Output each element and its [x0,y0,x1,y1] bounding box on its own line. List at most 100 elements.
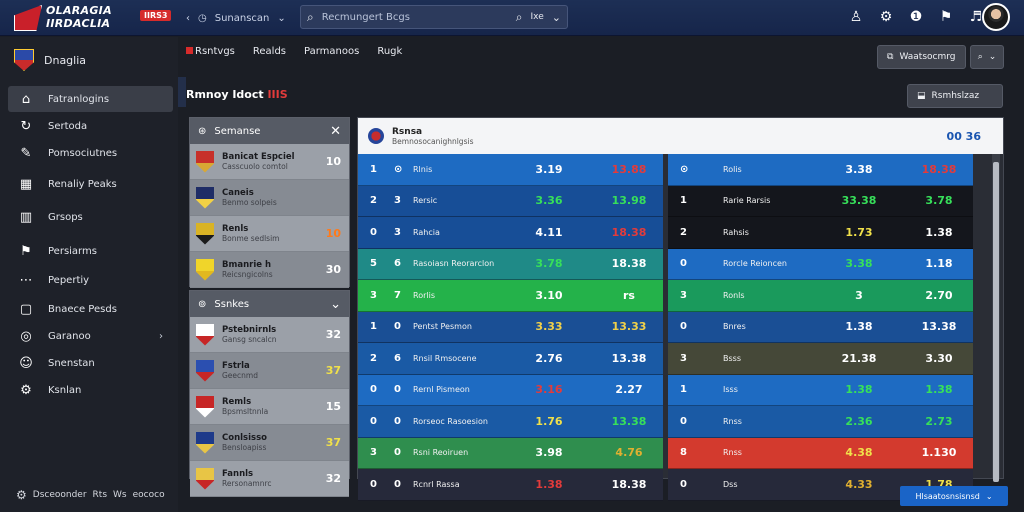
odds-v2[interactable]: 2.27 [615,383,643,397]
odds-v2[interactable]: 3.78 [925,194,953,208]
sidebar-item-1[interactable]: ↻ Sertoda [8,113,173,139]
odds-v2[interactable]: 13.38 [611,351,647,365]
odds-v1[interactable]: 4.38 [845,446,873,460]
settings-icon[interactable]: ⚙ [16,488,27,502]
close-icon[interactable]: ✕ [330,123,341,139]
search-filter-label[interactable]: Ixe [530,12,544,22]
section-button[interactable]: ⬓ Rsmhslzaz [907,84,1003,108]
odds-v2[interactable]: 13.98 [611,194,647,208]
sidebar-item-9[interactable]: ☺ Snenstan [8,350,173,376]
odds-row[interactable]: 0 Bnres 1.38 13.38 [668,311,973,343]
footer-action-button[interactable]: Hlsaatosnsisnsd ⌄ [900,486,1008,506]
odds-v1[interactable]: 1.73 [845,225,873,239]
odds-row[interactable]: 1 Isss 1.38 1.38 [668,374,973,406]
sidebar-item-10[interactable]: ⚙ Ksnlan [8,377,173,403]
odds-v2[interactable]: 13.38 [921,320,957,334]
odds-v2[interactable]: rs [623,288,635,302]
odds-v1[interactable]: 1.38 [845,383,873,397]
chevron-down-icon[interactable]: ⌄ [277,12,286,24]
top-right-button[interactable]: ⧉ Waatsocmrg [877,45,966,69]
odds-v2[interactable]: 1.130 [921,446,957,460]
tab-0[interactable]: Rsntvgs [186,46,235,57]
odds-v1[interactable]: 1.76 [535,414,563,428]
odds-v2[interactable]: 13.88 [611,162,647,176]
sidebar-item-0[interactable]: ⌂ Fatranlogins [8,86,173,112]
odds-row[interactable]: 0 0 Rorseoc Rasoesion 1.76 13.38 [358,406,663,438]
scrollbar[interactable] [992,154,1000,482]
odds-row[interactable]: 0 Rorcle Reioncen 3.38 1.18 [668,248,973,280]
chevron-down-icon[interactable]: ⌄ [330,296,341,312]
avatar[interactable] [982,3,1010,31]
top-nav[interactable]: ‹ ◷ Sunanscan ⌄ [186,7,286,29]
odds-row[interactable]: 1 ⊙ Rlnis 3.19 13.88 [358,154,663,186]
panel-row[interactable]: Bmanrie h Reicsngicolns 30 [190,252,349,288]
user-icon[interactable]: ♙ [849,9,863,25]
odds-v2[interactable]: 2.73 [925,414,953,428]
panel-row[interactable]: Fstrla Geecnmd 37 [190,353,349,389]
odds-row[interactable]: 0 Rnss 2.36 2.73 [668,406,973,438]
odds-row[interactable]: 2 3 Rersic 3.36 13.98 [358,185,663,217]
sidebar-item-3[interactable]: ▦ Renaliy Peaks [8,171,173,197]
bookmark-icon[interactable]: ⚑ [939,9,953,25]
odds-v2[interactable]: 18.38 [921,162,957,176]
sidebar-brand[interactable]: Dnaglia [14,49,86,71]
odds-row[interactable]: 2 6 Rnsil Rmsocene 2.76 13.38 [358,343,663,375]
nav-label[interactable]: Sunanscan [214,12,270,24]
odds-v1[interactable]: 33.38 [841,194,877,208]
scrollbar-thumb[interactable] [993,162,999,482]
panel-row[interactable]: Conlsisso Bensloapiss 37 [190,425,349,461]
odds-row[interactable]: 3 Ronls 3 2.70 [668,280,973,312]
tab-3[interactable]: Rugk [377,46,403,57]
back-arrow-icon[interactable]: ‹ [186,12,190,24]
odds-v1[interactable]: 3.78 [535,257,563,271]
odds-v2[interactable]: 3.30 [925,351,953,365]
sidebar-item-7[interactable]: ▢ Bnaece Pesds [8,296,173,322]
odds-v2[interactable]: 13.33 [611,320,647,334]
odds-row[interactable]: 3 7 Rorlis 3.10 rs [358,280,663,312]
odds-v1[interactable]: 3.19 [535,162,563,176]
odds-v1[interactable]: 4.33 [845,477,873,491]
info-icon[interactable]: ❶ [909,9,923,25]
odds-v1[interactable]: 3.38 [845,162,873,176]
tab-1[interactable]: Realds [252,46,287,57]
odds-row[interactable]: 0 3 Rahcia 4.11 18.38 [358,217,663,249]
odds-v1[interactable]: 3.33 [535,320,563,334]
search-input[interactable] [321,11,508,23]
odds-row[interactable]: 0 0 Rernl Pismeon 3.16 2.27 [358,374,663,406]
odds-row[interactable]: 0 0 Rcnrl Rassa 1.38 18.38 [358,469,663,501]
search-bar[interactable]: ⌕ ⌕ Ixe ⌄ [300,5,568,29]
sidebar-item-6[interactable]: ⋯ Pepertiy [8,267,173,293]
odds-v1[interactable]: 1.38 [535,477,563,491]
odds-v1[interactable]: 3 [855,288,863,302]
sidebar-item-8[interactable]: ◎ Garanoo › [8,323,173,349]
odds-row[interactable]: 2 Rahsis 1.73 1.38 [668,217,973,249]
chevron-down-icon[interactable]: ⌄ [551,10,561,24]
odds-v2[interactable]: 18.38 [611,225,647,239]
odds-v2[interactable]: 1.18 [925,257,953,271]
odds-v2[interactable]: 4.76 [615,446,643,460]
odds-v1[interactable]: 1.38 [845,320,873,334]
odds-v1[interactable]: 2.76 [535,351,563,365]
odds-v2[interactable]: 13.38 [611,414,647,428]
odds-row[interactable]: 3 0 Rsni Reoiruen 3.98 4.76 [358,437,663,469]
odds-v1[interactable]: 4.11 [535,225,563,239]
panel-row[interactable]: Renls Bonme sedlsim 10 [190,216,349,252]
odds-v2[interactable]: 18.38 [611,257,647,271]
sidebar-item-2[interactable]: ✎ Pomsociutnes [8,140,173,166]
odds-v1[interactable]: 3.98 [535,446,563,460]
odds-row[interactable]: 5 6 Rasoiasn Reorarclon 3.78 18.38 [358,248,663,280]
odds-row[interactable]: 3 Bsss 21.38 3.30 [668,343,973,375]
odds-v1[interactable]: 3.16 [535,383,563,397]
panel-row[interactable]: Fannls Rersonamnrc 32 [190,461,349,497]
settings-icon[interactable]: ⚙ [879,9,893,25]
notification-icon[interactable]: ♬ [969,9,983,25]
odds-v2[interactable]: 2.70 [925,288,953,302]
odds-v1[interactable]: 2.36 [845,414,873,428]
odds-v1[interactable]: 3.10 [535,288,563,302]
odds-v1[interactable]: 3.38 [845,257,873,271]
panel-row[interactable]: Banicat Espciel Casscuolo comtol 10 [190,144,349,180]
odds-row[interactable]: 1 Rarie Rarsis 33.38 3.78 [668,185,973,217]
search-filter-icon[interactable]: ⌕ [515,9,523,24]
tab-2[interactable]: Parmanoos [304,46,360,57]
panel-row[interactable]: Remls Bpsmsltnnla 15 [190,389,349,425]
